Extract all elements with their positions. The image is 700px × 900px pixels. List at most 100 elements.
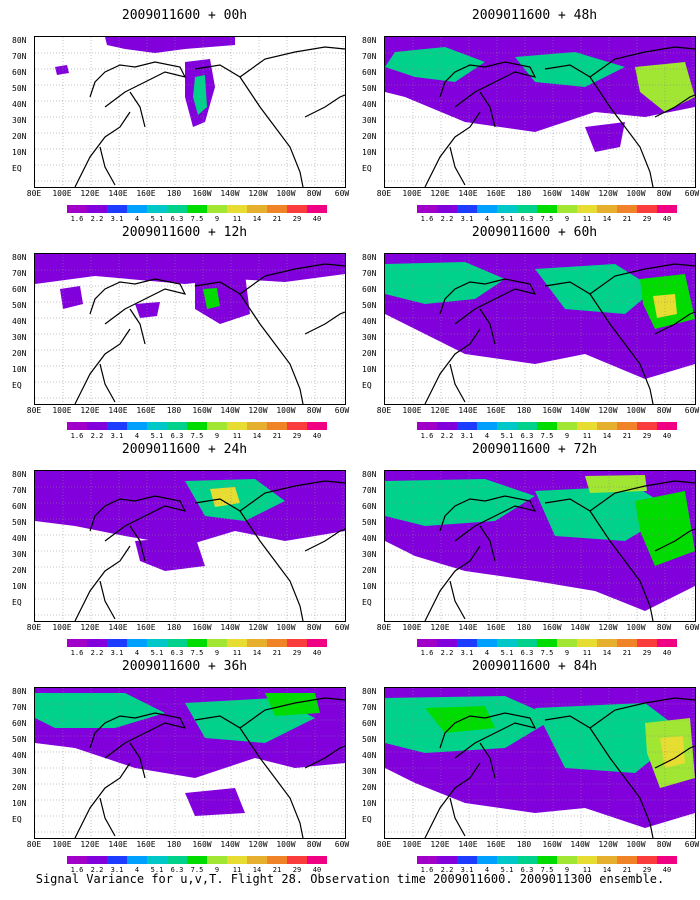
lon-label: 100E [52,623,72,632]
lat-label: 40N [362,317,377,326]
colorbar-label: 3.1 [110,432,124,440]
colorbar-swatch [287,639,307,647]
lat-label: 80N [12,253,27,262]
lat-label: 70N [12,486,27,495]
lat-label: EQ [362,381,372,390]
colorbar-label: 5.1 [500,866,514,874]
colorbar-swatch [127,639,147,647]
lat-label: 30N [12,333,27,342]
coastline [544,281,654,404]
colorbar-label: 14 [602,432,612,440]
colorbar-swatch [67,856,87,864]
lon-label: 140E [458,406,478,415]
lat-label: 50N [362,735,377,744]
colorbar-swatch [87,422,107,430]
colorbar-label: 40 [662,215,672,223]
colorbar-swatch [307,205,327,213]
lon-label: 80W [306,623,322,632]
lat-label: EQ [12,164,22,173]
coastline [654,528,695,552]
colorbar-label: 2.2 [90,432,104,440]
colorbar [417,205,677,213]
coastline [89,278,187,325]
lat-label: 40N [362,100,377,109]
colorbar-swatch [207,422,227,430]
colorbar-swatch [247,205,267,213]
colorbar-label: 11 [232,866,242,874]
colorbar-swatch [207,639,227,647]
colorbar-label: 4 [484,432,490,440]
lat-label: 60N [12,285,27,294]
colorbar-label: 3.1 [460,215,474,223]
lat-label: 10N [362,799,377,808]
colorbar-label: 3.1 [110,215,124,223]
lat-label: EQ [12,381,22,390]
lon-label: 160W [192,840,212,849]
colorbar-swatch [107,205,127,213]
variance-region [135,302,160,318]
panel-title: 2009011600 + 84h [471,659,598,674]
colorbar-label: 29 [642,649,652,657]
lat-label: EQ [12,815,22,824]
colorbar-label: 29 [642,432,652,440]
colorbar-label: 6.3 [520,649,534,657]
lon-label: 60W [334,623,350,632]
colorbar-swatch [417,205,437,213]
lon-label: 120W [248,623,268,632]
coastline [239,480,345,512]
colorbar-swatch [497,422,517,430]
coastline [304,311,345,335]
lon-label: 100E [402,623,422,632]
lat-label: 70N [12,52,27,61]
lon-label: 120W [598,623,618,632]
colorbar-label: 5.1 [500,215,514,223]
colorbar-label: 4 [134,866,140,874]
lon-label: 160E [486,840,506,849]
lon-label: 140E [108,623,128,632]
lon-label: 140E [108,189,128,198]
lon-label: 60W [684,406,700,415]
lon-label: 80E [26,623,42,632]
colorbar-label: 40 [662,866,672,874]
colorbar-swatch [147,205,167,213]
lon-label: 160W [192,406,212,415]
variance-region [135,536,205,571]
colorbar-swatch [617,422,637,430]
coastline [479,525,496,562]
lat-label: 10N [362,582,377,591]
coastline [74,545,131,621]
lat-label: 80N [362,687,377,696]
colorbar-swatch [617,205,637,213]
coastline [424,111,481,187]
lon-label: 160E [486,189,506,198]
lon-label: 160E [136,189,156,198]
variance-region [35,254,345,284]
coastline [439,495,537,542]
variance-map [34,36,346,188]
lon-label: 160E [136,406,156,415]
colorbar [417,856,677,864]
coastline [194,281,304,404]
coastline [589,480,695,512]
colorbar-label: 40 [662,649,672,657]
colorbar-label: 2.2 [440,866,454,874]
coastline [194,64,304,187]
colorbar-label: 4 [134,649,140,657]
lon-label: 180 [166,406,182,415]
lon-label: 80W [656,623,672,632]
lon-label: 80E [376,406,392,415]
lon-label: 160W [542,840,562,849]
colorbar-label: 11 [232,215,242,223]
colorbar-label: 3.1 [110,866,124,874]
colorbar-label: 6.3 [170,215,184,223]
lon-label: 60W [334,189,350,198]
lon-label: 100W [276,406,296,415]
lon-label: 80W [306,189,322,198]
colorbar-labels: 1.6 2.2 3.1 4 5.1 6.3 7.5 9 11 14 21 29 40 [67,432,327,441]
lon-label: 120W [598,189,618,198]
panel-title: 2009011600 + 24h [121,442,248,457]
variance-region [105,37,235,53]
panel-title: 2009011600 + 12h [121,225,248,240]
colorbar-swatch [597,205,617,213]
colorbar-swatch [307,422,327,430]
